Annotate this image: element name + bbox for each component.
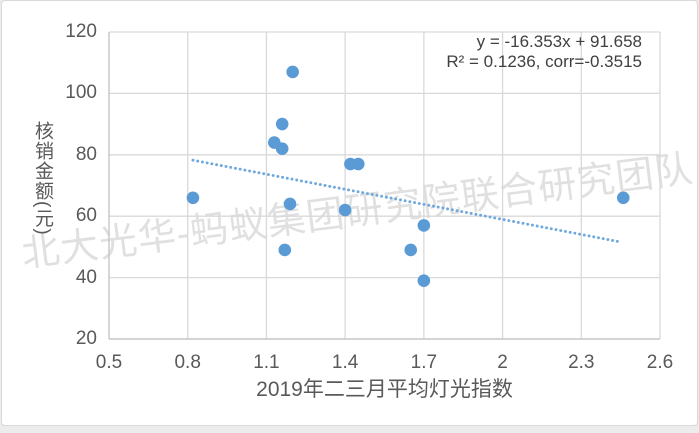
data-point (283, 197, 297, 211)
y-axis-title: 核销金额(元) (32, 121, 53, 236)
x-tick-label: 1.4 (331, 352, 359, 373)
data-point (351, 157, 365, 171)
data-point (404, 243, 418, 257)
scatter-plot-canvas (108, 31, 661, 340)
data-point (417, 219, 431, 232)
x-tick-label: 2.6 (646, 352, 674, 373)
data-point (338, 203, 352, 217)
y-tick-label: 100 (65, 82, 97, 104)
data-point (278, 243, 292, 257)
x-tick-label: 2 (497, 352, 508, 373)
equation-line1: y = -16.353x + 91.658 (476, 32, 642, 51)
y-tick-label: 120 (65, 21, 97, 42)
equation-line2: R² = 0.1236, corr=-0.3515 (446, 52, 642, 71)
x-tick-label: 1.1 (253, 352, 280, 373)
data-point (275, 117, 289, 131)
data-point (616, 191, 630, 205)
data-point (275, 142, 289, 155)
y-tick-label: 60 (75, 205, 97, 227)
x-tick-label: 2.3 (568, 352, 595, 373)
trendline-dotted (191, 158, 623, 244)
x-axis-title: 2019年二三月平均灯光指数 (256, 378, 513, 401)
data-point (417, 274, 431, 287)
trendline-equation: y = -16.353x + 91.658 R² = 0.1236, corr=… (446, 32, 642, 72)
x-tick-label: 0.8 (174, 352, 201, 373)
data-point (286, 65, 299, 79)
x-tick-label: 1.7 (410, 352, 438, 373)
y-tick-label: 80 (75, 143, 97, 165)
y-tick-label: 40 (75, 266, 97, 288)
x-tick-label: 0.5 (95, 352, 123, 373)
data-point (186, 191, 200, 205)
y-tick-label: 20 (75, 328, 97, 349)
